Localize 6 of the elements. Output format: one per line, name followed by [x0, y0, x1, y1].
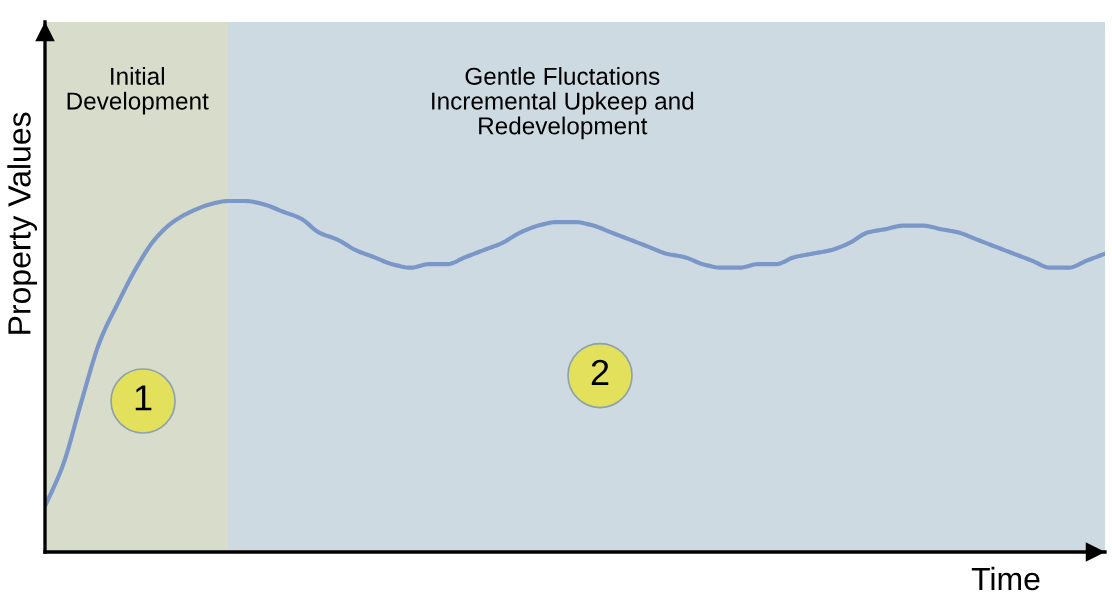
annotation: 1 [135, 385, 152, 411]
text: Gentle Fluctations Incremental Upkeep and Redevelopment [432, 67, 694, 140]
y-axis-title: Property Values [7, 112, 38, 334]
x-axis-title: Time [971, 566, 1040, 591]
annotation: 2 [591, 359, 609, 385]
text: Initial Development [67, 67, 209, 115]
